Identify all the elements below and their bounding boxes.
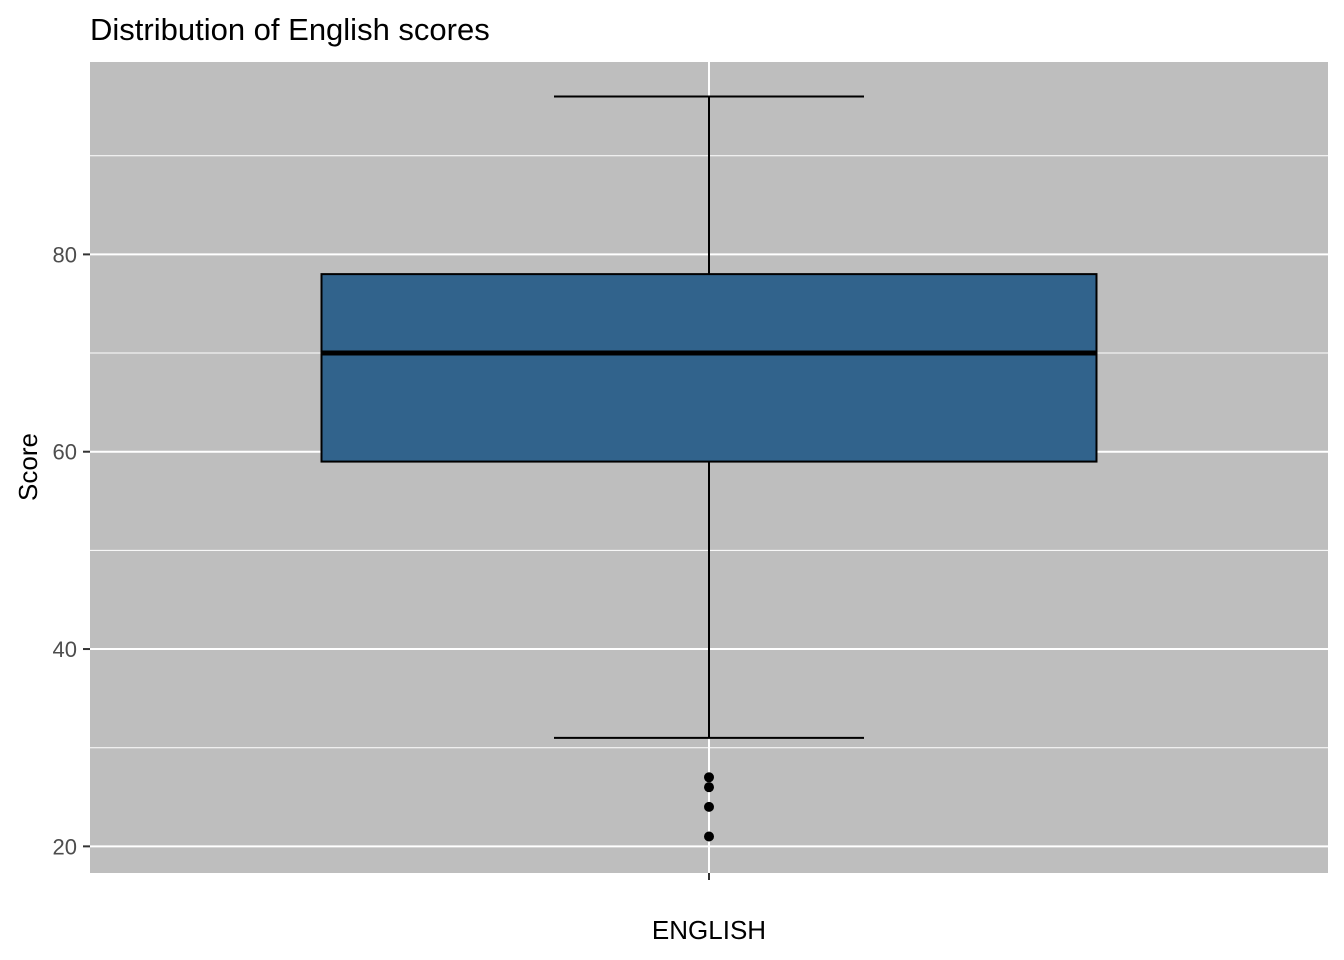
y-tick-label: 60 — [53, 440, 77, 465]
y-tick-label: 80 — [53, 242, 77, 267]
outlier-point — [704, 831, 714, 842]
box-english — [320, 95, 1098, 842]
x-axis: ENGLISH — [652, 873, 766, 945]
x-tick-label: ENGLISH — [652, 915, 766, 945]
y-axis-title: Score — [13, 433, 43, 501]
outlier-point — [704, 801, 714, 812]
outlier-point — [704, 782, 714, 793]
outlier-point — [704, 772, 714, 783]
box-iqr — [320, 273, 1098, 463]
y-tick-label: 20 — [53, 834, 77, 859]
y-tick-label: 40 — [53, 637, 77, 662]
y-axis: 20 40 60 80 — [53, 242, 90, 859]
box-series — [320, 95, 1098, 842]
chart-title: Distribution of English scores — [90, 12, 490, 47]
